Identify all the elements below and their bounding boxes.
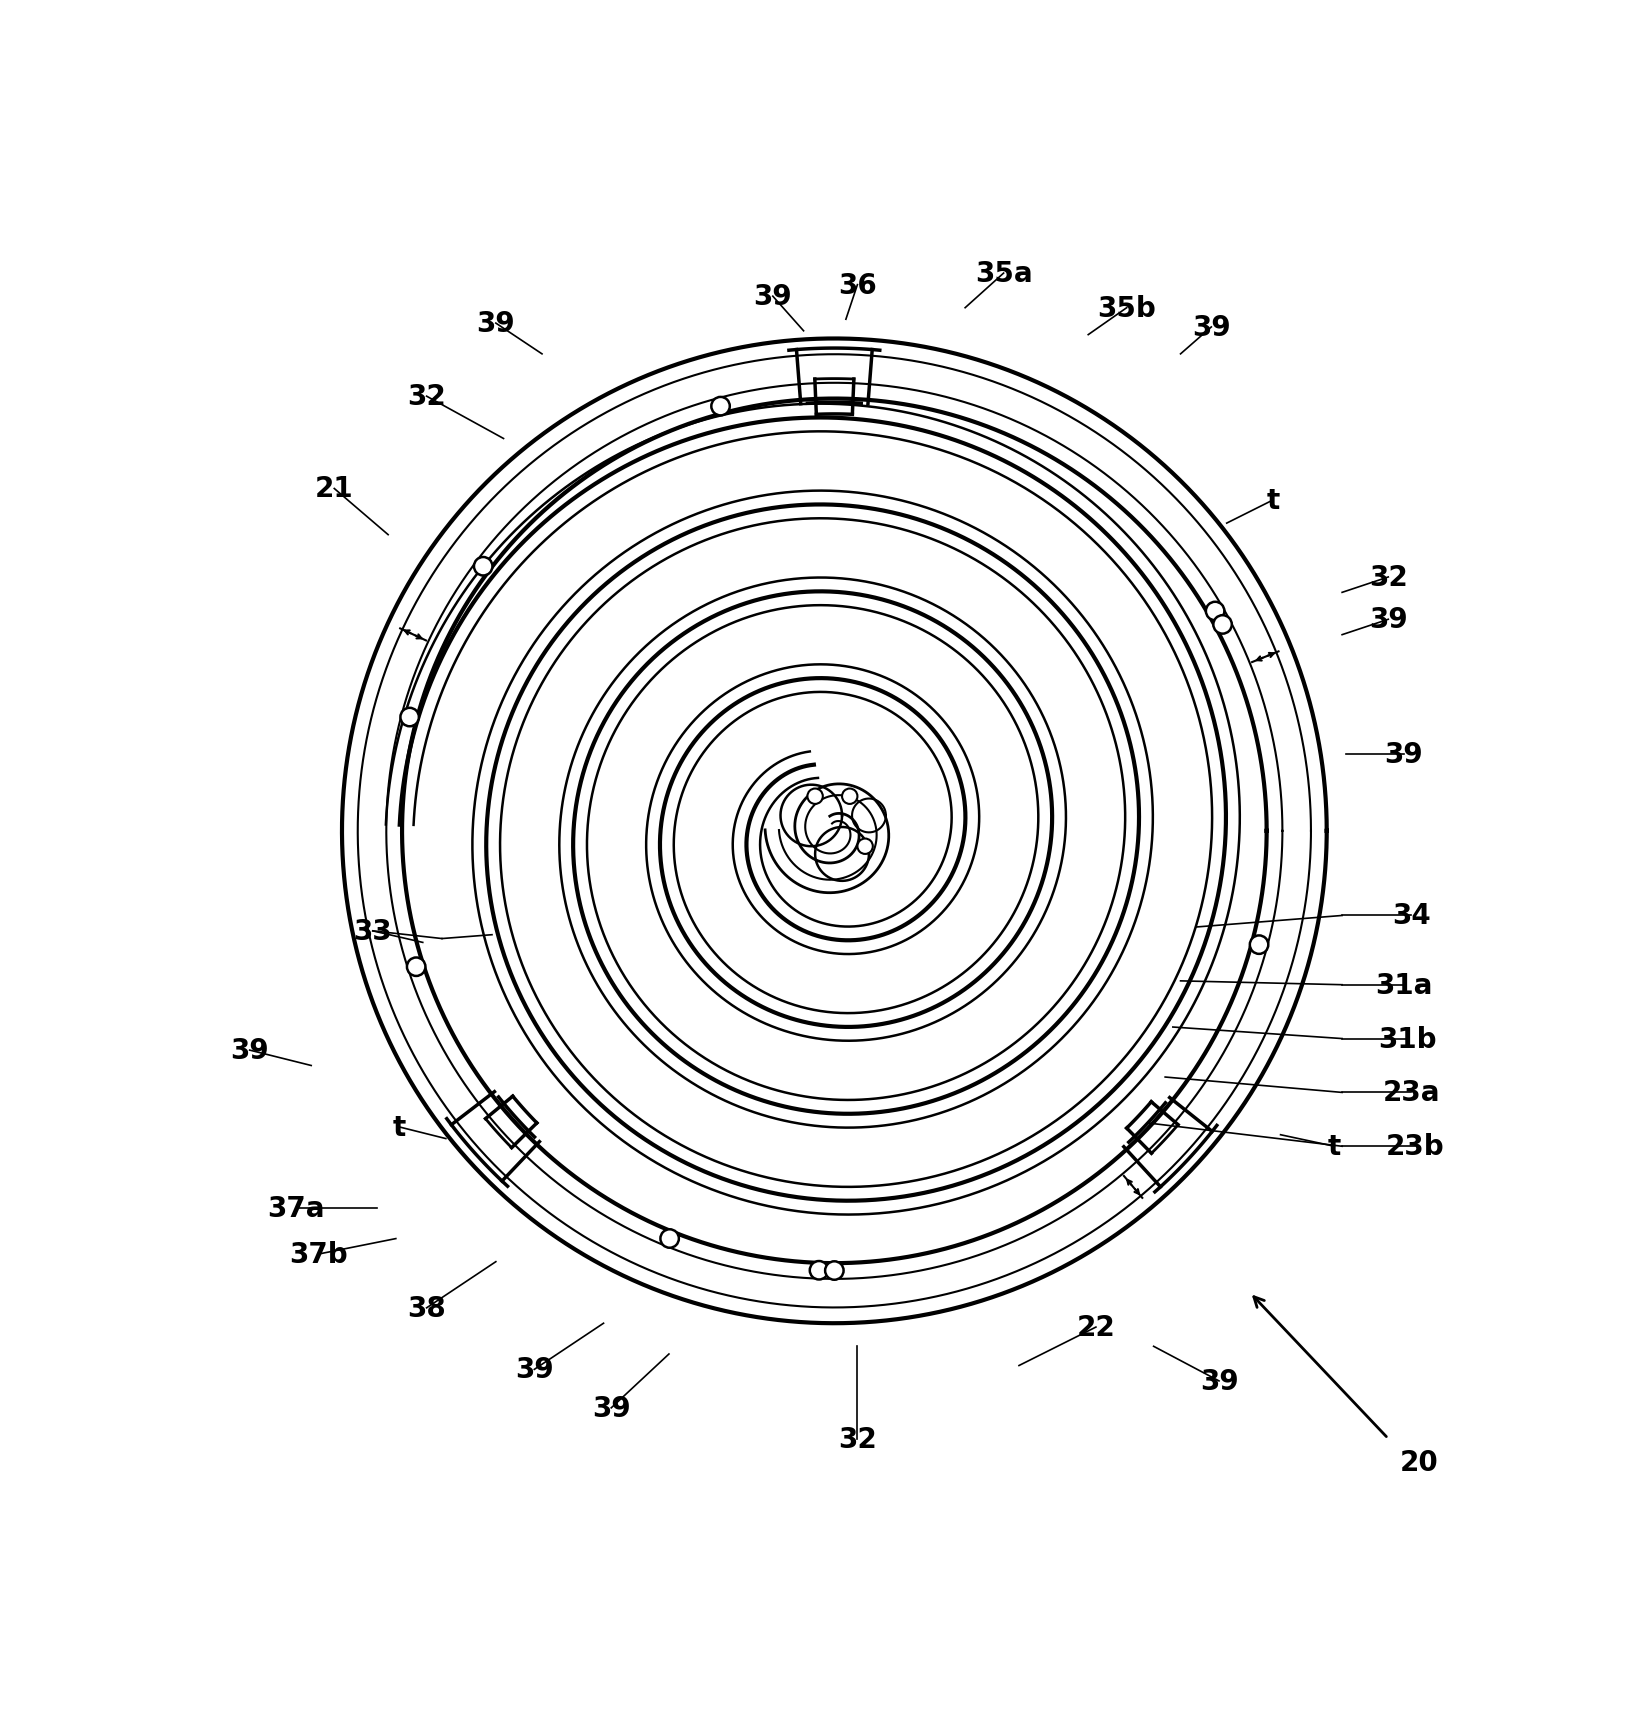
Text: 31a: 31a	[1376, 971, 1433, 1000]
Text: 39: 39	[1200, 1367, 1239, 1394]
Text: 20: 20	[1400, 1448, 1439, 1476]
Circle shape	[809, 1261, 829, 1280]
Text: 33: 33	[353, 917, 392, 945]
Text: 39: 39	[1192, 313, 1231, 343]
Circle shape	[711, 398, 729, 417]
Circle shape	[474, 557, 492, 576]
Circle shape	[661, 1230, 679, 1247]
Circle shape	[1213, 616, 1232, 635]
Text: t: t	[1328, 1133, 1341, 1161]
Text: 37b: 37b	[290, 1240, 348, 1268]
Text: 21: 21	[314, 476, 353, 503]
Text: 23b: 23b	[1385, 1133, 1444, 1161]
Text: 39: 39	[593, 1394, 630, 1422]
Text: 35a: 35a	[975, 260, 1032, 287]
Text: 32: 32	[407, 382, 446, 412]
Circle shape	[1250, 936, 1268, 955]
Text: 38: 38	[407, 1294, 446, 1322]
Text: t: t	[392, 1114, 407, 1142]
Text: 39: 39	[514, 1356, 554, 1384]
Circle shape	[407, 958, 425, 976]
Text: 32: 32	[1369, 564, 1408, 592]
Text: 31b: 31b	[1379, 1024, 1438, 1054]
Text: 39: 39	[1369, 606, 1408, 633]
Text: 22: 22	[1076, 1313, 1115, 1341]
Text: 37a: 37a	[267, 1194, 324, 1221]
Text: 39: 39	[230, 1036, 269, 1064]
Text: 35b: 35b	[1097, 294, 1156, 322]
Text: 39: 39	[477, 310, 514, 337]
Text: 39: 39	[754, 284, 793, 311]
Circle shape	[1206, 602, 1224, 621]
Circle shape	[400, 708, 418, 727]
Text: t: t	[1267, 486, 1280, 516]
Circle shape	[807, 789, 822, 804]
Text: 23a: 23a	[1382, 1080, 1441, 1107]
Circle shape	[825, 1261, 843, 1280]
Text: 34: 34	[1392, 901, 1431, 931]
Text: 32: 32	[838, 1426, 877, 1453]
Text: 36: 36	[838, 272, 877, 299]
Circle shape	[858, 839, 873, 855]
Circle shape	[842, 789, 858, 804]
Text: 39: 39	[1384, 740, 1423, 768]
